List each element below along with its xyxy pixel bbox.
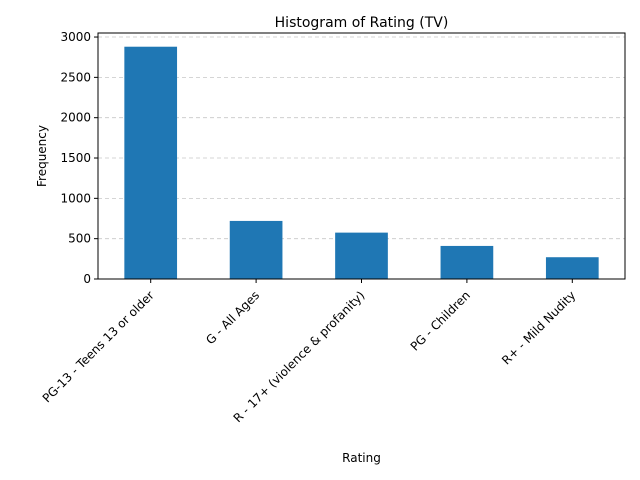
x-tick-label: PG-13 - Teens 13 or older	[40, 288, 157, 405]
x-tick-label: PG - Children	[408, 288, 473, 353]
bar	[124, 46, 178, 280]
y-tick-label: 2000	[60, 111, 91, 125]
y-axis-label: Frequency	[35, 125, 49, 187]
y-tick-label: 500	[68, 232, 91, 246]
y-tick-label: 1000	[60, 191, 91, 205]
y-tick-label: 1500	[60, 151, 91, 165]
y-tick-label: 3000	[60, 30, 91, 44]
x-tick-label: R+ - Mild Nudity	[499, 288, 578, 367]
x-tick-label: G - All Ages	[203, 288, 262, 347]
y-tick-label: 2500	[60, 70, 91, 84]
y-tick-label: 0	[83, 272, 91, 286]
bar	[335, 232, 388, 279]
bar	[229, 220, 283, 279]
y-axis-ticks: 0 500 1000 1500 2000 2500 3000	[60, 30, 98, 286]
bar	[545, 257, 599, 279]
bar	[440, 245, 494, 279]
chart-title: Histogram of Rating (TV)	[275, 15, 449, 31]
x-axis-label: Rating	[342, 451, 381, 465]
bars	[124, 46, 599, 280]
